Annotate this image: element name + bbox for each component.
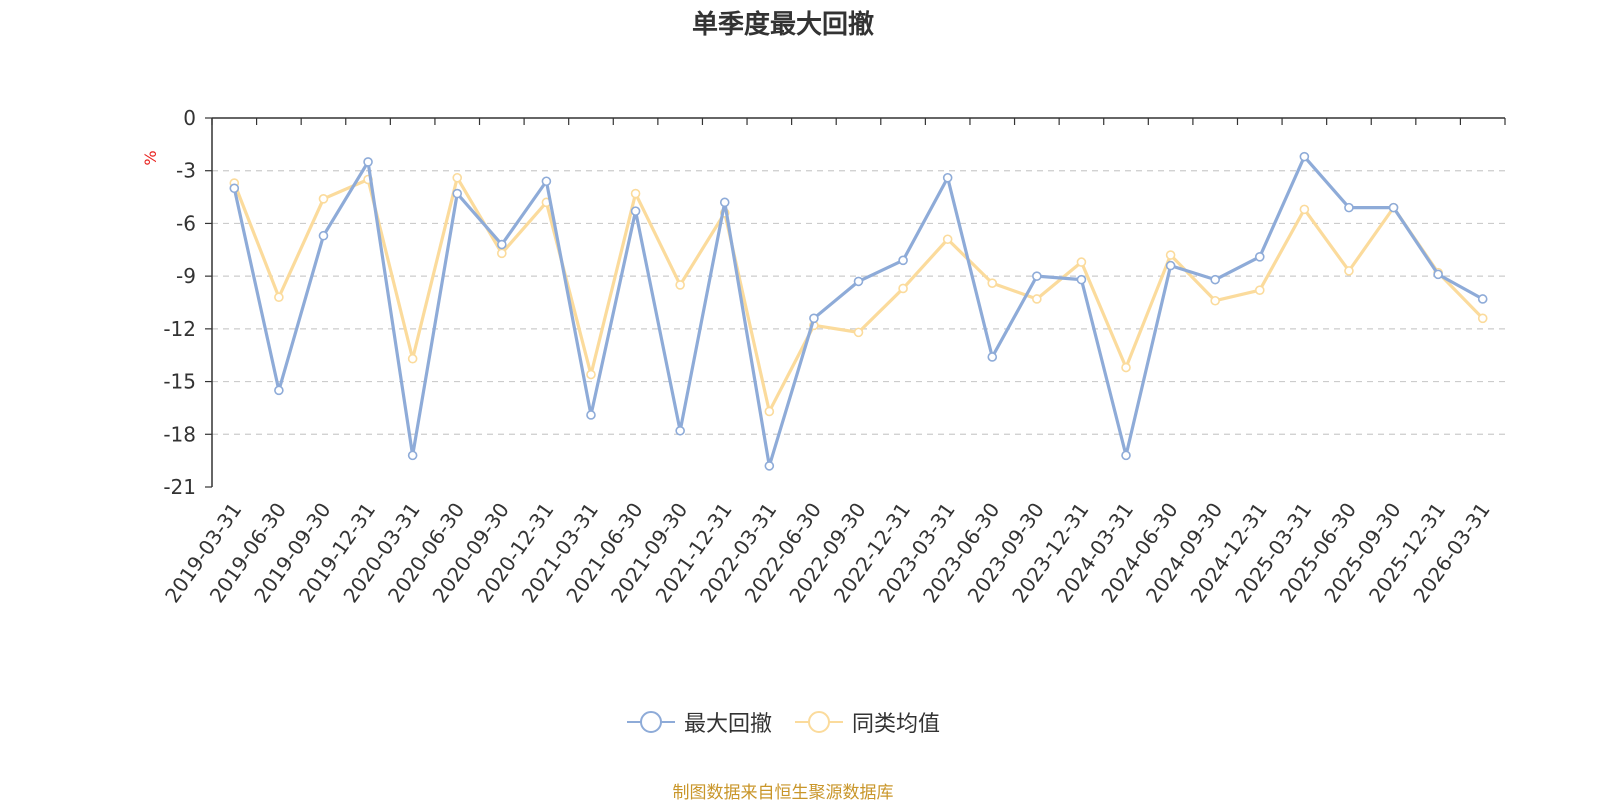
- data-point: [987, 352, 998, 362]
- x-axis-ticks: 2019-03-312019-06-302019-09-302019-12-31…: [160, 118, 1506, 607]
- y-tick-label: -3: [176, 159, 196, 183]
- data-point: [1254, 285, 1265, 296]
- data-point: [809, 313, 819, 324]
- y-tick-label: -21: [163, 475, 196, 499]
- series-line: [232, 176, 1484, 414]
- data-point: [1165, 250, 1176, 260]
- data-point: [1344, 266, 1354, 276]
- data-point: [1076, 274, 1087, 285]
- data-point: [630, 206, 641, 216]
- series-peer-average: [229, 172, 1488, 417]
- data-point: [1299, 204, 1310, 215]
- legend-item-peer-average[interactable]: 同类均值: [794, 706, 940, 738]
- data-point: [898, 255, 908, 266]
- data-point: [318, 194, 329, 204]
- data-point: [1254, 252, 1265, 262]
- data-point: [452, 188, 463, 199]
- data-point: [407, 450, 418, 461]
- legend-label: 最大回撤: [683, 712, 772, 737]
- data-point: [318, 230, 329, 241]
- data-point: [1121, 362, 1131, 373]
- legend-line-circle-icon: [795, 711, 843, 733]
- y-tick-label: -12: [163, 317, 196, 341]
- data-point: [675, 280, 685, 290]
- data-point: [1388, 202, 1399, 213]
- legend-label: 同类均值: [852, 712, 941, 737]
- data-point: [1032, 294, 1042, 304]
- y-axis-unit: %: [141, 150, 160, 165]
- grid-lines: [212, 170, 1505, 435]
- data-point: [1032, 271, 1042, 281]
- data-point: [987, 278, 998, 288]
- data-point: [1165, 260, 1176, 271]
- axes: [211, 117, 1505, 487]
- data-point: [942, 172, 953, 183]
- y-axis-ticks: 0 -3 -6 -9 -12 -15 -18 -21: [163, 106, 212, 499]
- data-point: [274, 385, 284, 396]
- data-point: [1121, 450, 1131, 461]
- series-line: [232, 155, 1484, 468]
- series-lines: [229, 151, 1488, 471]
- y-tick-label: -6: [176, 211, 196, 235]
- data-point: [898, 283, 908, 294]
- legend-line-circle-icon: [626, 711, 675, 733]
- data-point: [675, 425, 685, 436]
- data-point: [229, 183, 240, 194]
- data-point: [764, 406, 775, 417]
- data-point: [363, 157, 373, 167]
- data-point: [1210, 295, 1220, 306]
- data-point: [541, 176, 552, 187]
- data-point: [630, 188, 641, 199]
- y-tick-label: -9: [176, 264, 196, 288]
- data-point: [497, 248, 507, 259]
- data-point: [1477, 313, 1488, 324]
- series-max-drawdown: [229, 151, 1488, 471]
- y-tick-label: -18: [163, 422, 196, 446]
- data-point: [764, 461, 775, 471]
- data-point: [853, 327, 864, 338]
- data-point: [942, 234, 953, 245]
- data-point: [586, 410, 596, 420]
- data-point: [586, 369, 596, 380]
- chart-title: 单季度最大回撤: [691, 10, 874, 40]
- data-point: [1344, 202, 1354, 213]
- data-point: [1433, 269, 1443, 280]
- y-tick-label: 0: [183, 106, 196, 130]
- data-point: [1477, 294, 1488, 304]
- data-point: [719, 197, 730, 208]
- data-point: [497, 239, 507, 250]
- data-point: [274, 292, 284, 303]
- legend-item-max-drawdown[interactable]: 最大回撤: [626, 706, 772, 738]
- y-tick-label: -15: [163, 370, 196, 394]
- data-point: [1299, 151, 1310, 162]
- data-point: [1210, 274, 1220, 285]
- data-source-note: 制图数据来自恒生聚源数据库: [672, 783, 894, 803]
- data-point: [452, 172, 463, 183]
- legend: 最大回撤 同类均值: [0, 706, 1566, 738]
- data-point: [853, 276, 864, 287]
- data-point: [407, 353, 418, 364]
- data-point: [1076, 257, 1087, 267]
